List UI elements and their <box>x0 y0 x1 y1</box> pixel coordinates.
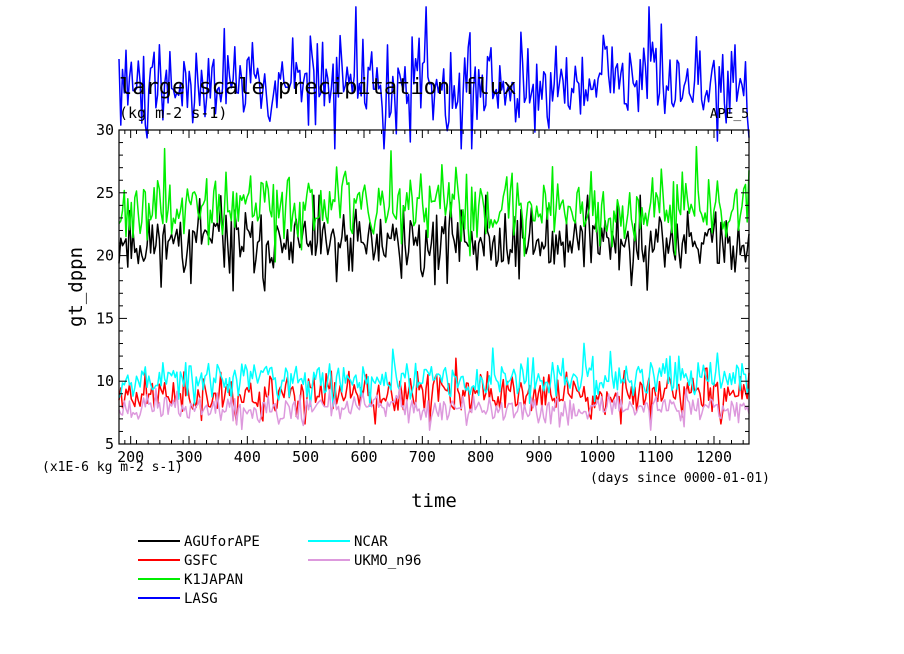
series-line-ukmo-n96 <box>118 386 750 431</box>
y-tick-label: 20 <box>96 247 114 265</box>
x-tick-label: 500 <box>292 448 319 466</box>
x-tick-label: 1100 <box>638 448 674 466</box>
legend-label-gsfc: GSFC <box>184 553 218 569</box>
legend-label-lasg: LASG <box>184 591 218 607</box>
series-line-k1japan <box>118 145 750 263</box>
x-units-note: (days since 0000-01-01) <box>590 471 770 486</box>
x-tick-label: 1200 <box>696 448 732 466</box>
chart-units: (kg m-2 s-1) <box>119 104 227 122</box>
series-line-lasg <box>118 6 750 150</box>
y-axis-title: gt_dppn <box>65 247 87 327</box>
series-line-ncar <box>118 342 750 408</box>
legend-label-ncar: NCAR <box>354 534 388 550</box>
plot-frame <box>118 129 750 445</box>
y-tick-label: 10 <box>96 372 114 390</box>
series-line-gsfc <box>118 357 750 425</box>
legend-label-ukmo-n96: UKMO_n96 <box>354 553 421 569</box>
y-tick-label: 30 <box>96 121 114 139</box>
legend: AGUforAPE GSFC K1JAPAN LASG NCAR UKMO_n96 <box>138 534 421 607</box>
x-tick-label: 1000 <box>579 448 615 466</box>
y-tick-label: 5 <box>105 435 114 453</box>
y-tick-label: 15 <box>96 309 114 327</box>
legend-label-k1japan: K1JAPAN <box>184 572 243 588</box>
chart-title: large scale precipitation flux <box>119 75 516 100</box>
x-tick-label: 600 <box>350 448 377 466</box>
y-tick-label: 25 <box>96 184 114 202</box>
corner-label: APE_5 <box>710 107 749 122</box>
x-tick-label: 800 <box>467 448 494 466</box>
x-tick-label: 300 <box>175 448 202 466</box>
x-tick-label: 400 <box>234 448 261 466</box>
series-layer <box>118 6 750 431</box>
ticks-layer <box>119 129 749 445</box>
tick-labels: 200 300 400 500 600 700 800 900 1000 1100 1200 5 10 1… <box>96 121 732 466</box>
legend-label-aguforape: AGUforAPE <box>184 534 260 550</box>
x-axis-title: time <box>411 490 457 512</box>
y-scale-note: (x1E-6 kg m-2 s-1) <box>42 460 183 475</box>
x-tick-label: 700 <box>409 448 436 466</box>
series-line-aguforape <box>118 194 750 292</box>
x-tick-label: 200 <box>117 448 144 466</box>
x-tick-label: 900 <box>525 448 552 466</box>
